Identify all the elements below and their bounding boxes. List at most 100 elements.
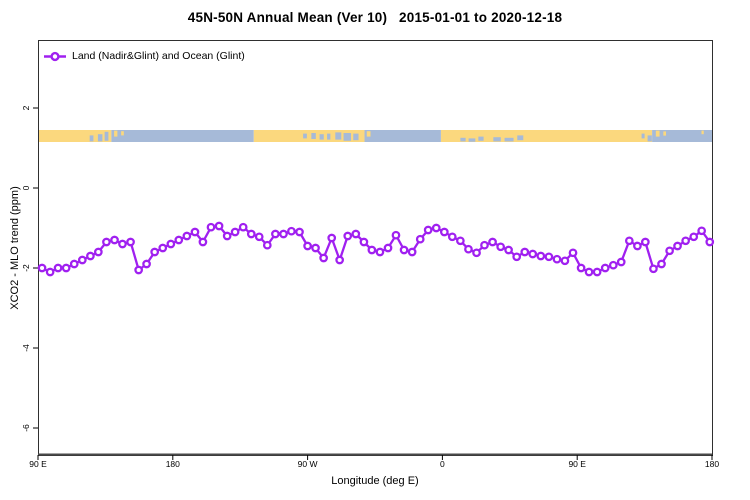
legend-marker-icon <box>50 51 60 62</box>
x-tick-label: 90 W <box>297 459 318 469</box>
data-point-marker <box>576 263 586 273</box>
data-point-marker <box>528 249 538 259</box>
y-tick-label: -2 <box>21 264 31 272</box>
data-point-marker <box>697 226 707 236</box>
data-point-marker <box>624 236 634 246</box>
data-point-marker <box>423 225 433 235</box>
data-point-marker <box>568 248 578 258</box>
data-point-marker <box>182 231 192 241</box>
data-point-marker <box>61 263 71 273</box>
map-strip-sea-speck <box>104 131 109 141</box>
data-point-marker <box>126 237 135 247</box>
data-point-marker <box>150 247 160 257</box>
data-point-marker <box>166 239 176 249</box>
data-point-marker <box>158 243 168 253</box>
data-point-marker <box>560 256 570 266</box>
data-point-marker <box>198 237 208 247</box>
data-point-marker <box>705 237 715 247</box>
data-point-marker <box>391 230 401 240</box>
map-strip-ocean-segment <box>364 130 441 142</box>
map-strip-sea-speck <box>335 132 342 140</box>
data-point-marker <box>230 227 240 237</box>
data-point-marker <box>544 252 554 262</box>
data-point-marker <box>343 231 353 241</box>
legend-label: Land (Nadir&Glint) and Ocean (Glint) <box>72 50 245 62</box>
data-point-marker <box>407 247 417 257</box>
data-point-marker <box>464 244 473 254</box>
chart-title: 45N-50N Annual Mean (Ver 10) 2015-01-01 … <box>187 10 563 25</box>
map-strip-sea-speck <box>303 133 307 139</box>
data-point-marker <box>472 248 481 258</box>
map-strip-sea-speck <box>493 137 501 142</box>
data-point-marker <box>287 226 296 236</box>
data-point-marker <box>174 235 184 245</box>
map-strip-sea-speck <box>504 137 514 142</box>
data-point-marker <box>488 237 497 247</box>
data-point-marker <box>359 237 369 247</box>
data-point-marker <box>399 245 409 255</box>
data-point-marker <box>649 264 658 274</box>
map-strip-island-speck <box>121 131 124 136</box>
data-point-marker <box>351 229 361 239</box>
data-point-marker <box>295 227 304 237</box>
data-point-marker <box>134 265 144 275</box>
data-point-marker <box>311 243 320 253</box>
map-strip-island-speck <box>114 130 118 137</box>
data-point-marker <box>657 259 666 269</box>
data-point-marker <box>640 237 650 247</box>
data-point-marker <box>69 259 79 269</box>
map-strip-island-speck <box>655 130 660 137</box>
map-strip-ocean-segment <box>652 130 712 142</box>
data-point-marker <box>439 227 449 237</box>
data-point-marker <box>77 255 87 265</box>
data-point-marker <box>271 229 280 239</box>
data-point-marker <box>45 267 55 277</box>
data-point-marker <box>94 247 103 257</box>
x-tick-label: 90 E <box>568 459 586 469</box>
data-point-marker <box>254 232 264 242</box>
map-strip-ocean-segment <box>111 130 254 142</box>
data-point-marker <box>512 252 522 262</box>
map-strip-sea-speck <box>517 135 524 141</box>
x-axis-label: Longitude (deg E) <box>331 475 419 487</box>
data-point-marker <box>552 254 562 264</box>
data-point-marker <box>262 240 272 250</box>
data-point-marker <box>504 245 513 255</box>
map-strip-sea-speck <box>97 134 103 142</box>
data-point-marker <box>222 231 232 241</box>
map-strip-sea-speck <box>460 137 466 142</box>
map-strip-island-speck <box>366 131 371 137</box>
data-point-marker <box>673 241 682 251</box>
data-point-marker <box>520 247 530 257</box>
data-point-marker <box>190 227 200 237</box>
y-tick-label: -4 <box>21 344 31 352</box>
data-point-marker <box>600 263 610 273</box>
x-tick-label: 90 E <box>29 459 47 469</box>
data-point-marker <box>536 251 546 261</box>
data-point-marker <box>431 223 441 233</box>
data-point-marker <box>142 259 151 269</box>
data-point-marker <box>335 255 345 265</box>
data-point-marker <box>327 233 337 243</box>
data-point-marker <box>689 232 699 242</box>
map-strip-sea-speck <box>647 135 652 142</box>
data-point-marker <box>383 243 393 253</box>
map-strip-sea-speck <box>468 138 476 142</box>
data-point-marker <box>110 235 119 245</box>
data-point-marker <box>375 247 385 257</box>
data-point-marker <box>608 260 618 270</box>
map-strip-sea-speck <box>311 133 316 139</box>
map-strip-sea-speck <box>327 133 331 140</box>
map-strip-sea-speck <box>319 134 324 140</box>
data-point-marker <box>415 234 425 244</box>
data-point-marker <box>279 229 288 239</box>
data-point-marker <box>367 245 377 255</box>
map-strip-island-speck <box>663 131 667 136</box>
map-strip-sea-speck <box>343 133 352 141</box>
data-point-marker <box>480 240 489 250</box>
data-point-marker <box>584 267 594 277</box>
data-point-marker <box>118 239 127 249</box>
data-point-marker <box>496 242 506 252</box>
